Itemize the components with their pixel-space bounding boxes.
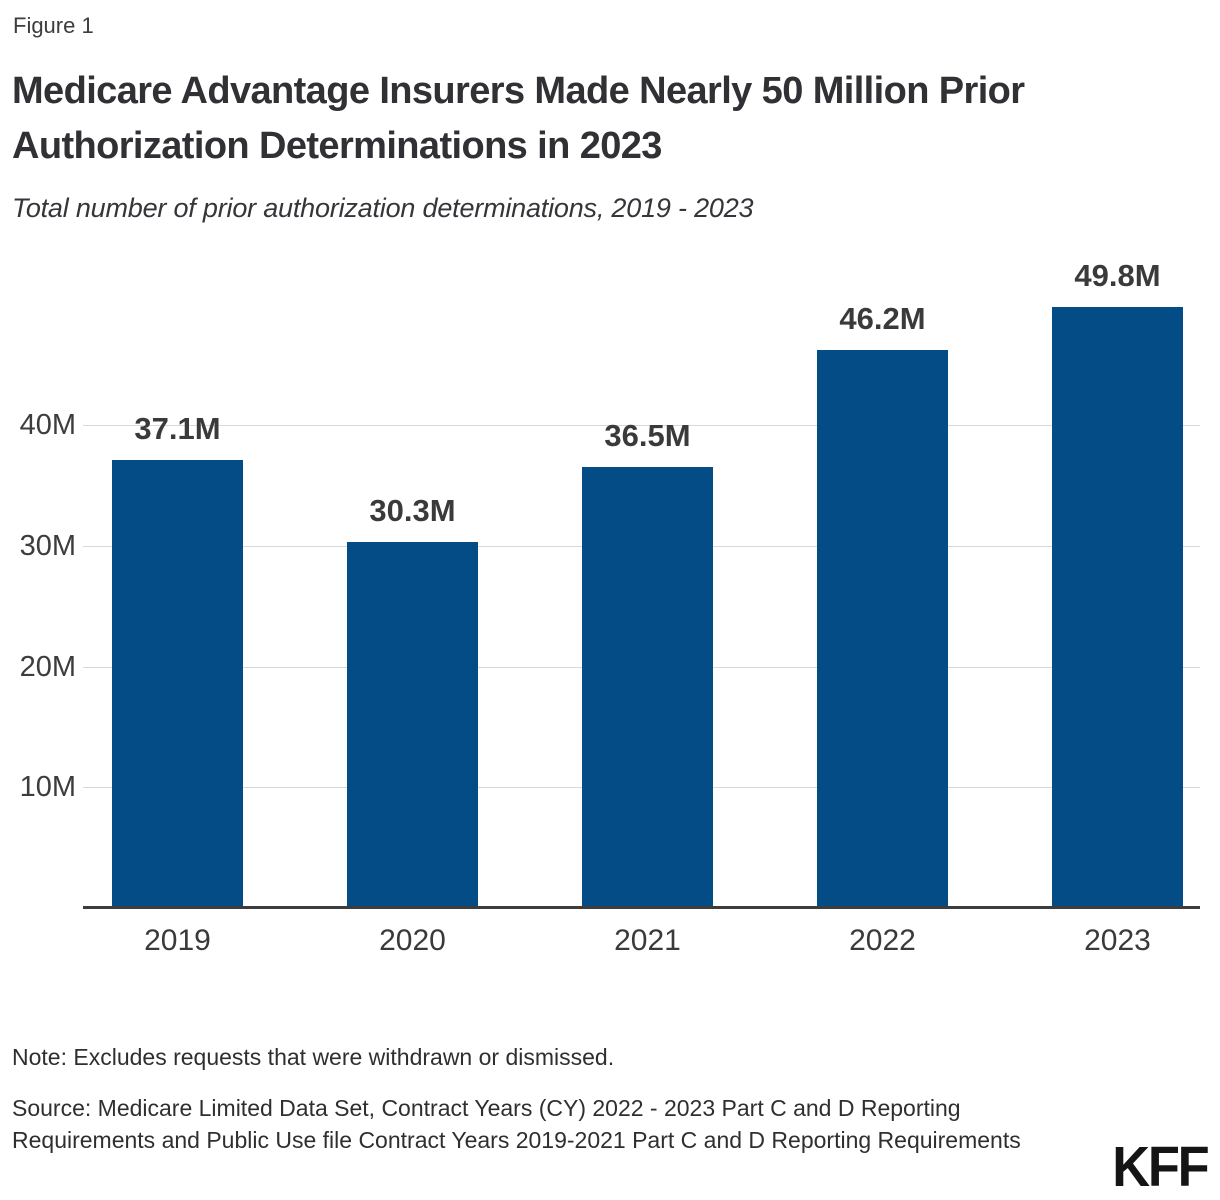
x-axis-tick-2022: 2022: [849, 924, 916, 957]
x-axis-tick-2021: 2021: [614, 924, 681, 957]
chart-title: Medicare Advantage Insurers Made Nearly …: [12, 70, 1025, 167]
bar-value-2021: 36.5M: [604, 418, 691, 454]
figure-label: Figure 1: [13, 13, 94, 38]
chart-subtitle: Total number of prior authorization dete…: [12, 193, 754, 223]
bar-value-2020: 30.3M: [369, 493, 456, 529]
y-axis-tick-20M: 20M: [19, 650, 76, 683]
x-axis-line: [83, 906, 1200, 909]
kff-logo: KFF: [1111, 1135, 1209, 1199]
bar-value-2019: 37.1M: [134, 411, 221, 447]
bar-2020: [347, 542, 478, 908]
x-axis-tick-2019: 2019: [144, 924, 211, 957]
y-axis-tick-10M: 10M: [19, 771, 76, 804]
y-axis-tick-30M: 30M: [19, 529, 76, 562]
y-axis-tick-40M: 40M: [19, 409, 76, 442]
x-axis-tick-2020: 2020: [379, 924, 446, 957]
bar-value-2023: 49.8M: [1074, 257, 1161, 293]
source-text: Source: Medicare Limited Data Set, Contr…: [12, 1095, 1021, 1153]
bar-2021: [582, 467, 713, 908]
x-axis-tick-2023: 2023: [1084, 924, 1151, 957]
bar-2019: [112, 460, 243, 908]
bar-2022: [817, 350, 948, 908]
gridline-40M: [83, 425, 1200, 427]
bar-2023: [1052, 306, 1183, 908]
note-text: Note: Excludes requests that were withdr…: [12, 1044, 615, 1070]
bar-value-2022: 46.2M: [839, 301, 926, 337]
